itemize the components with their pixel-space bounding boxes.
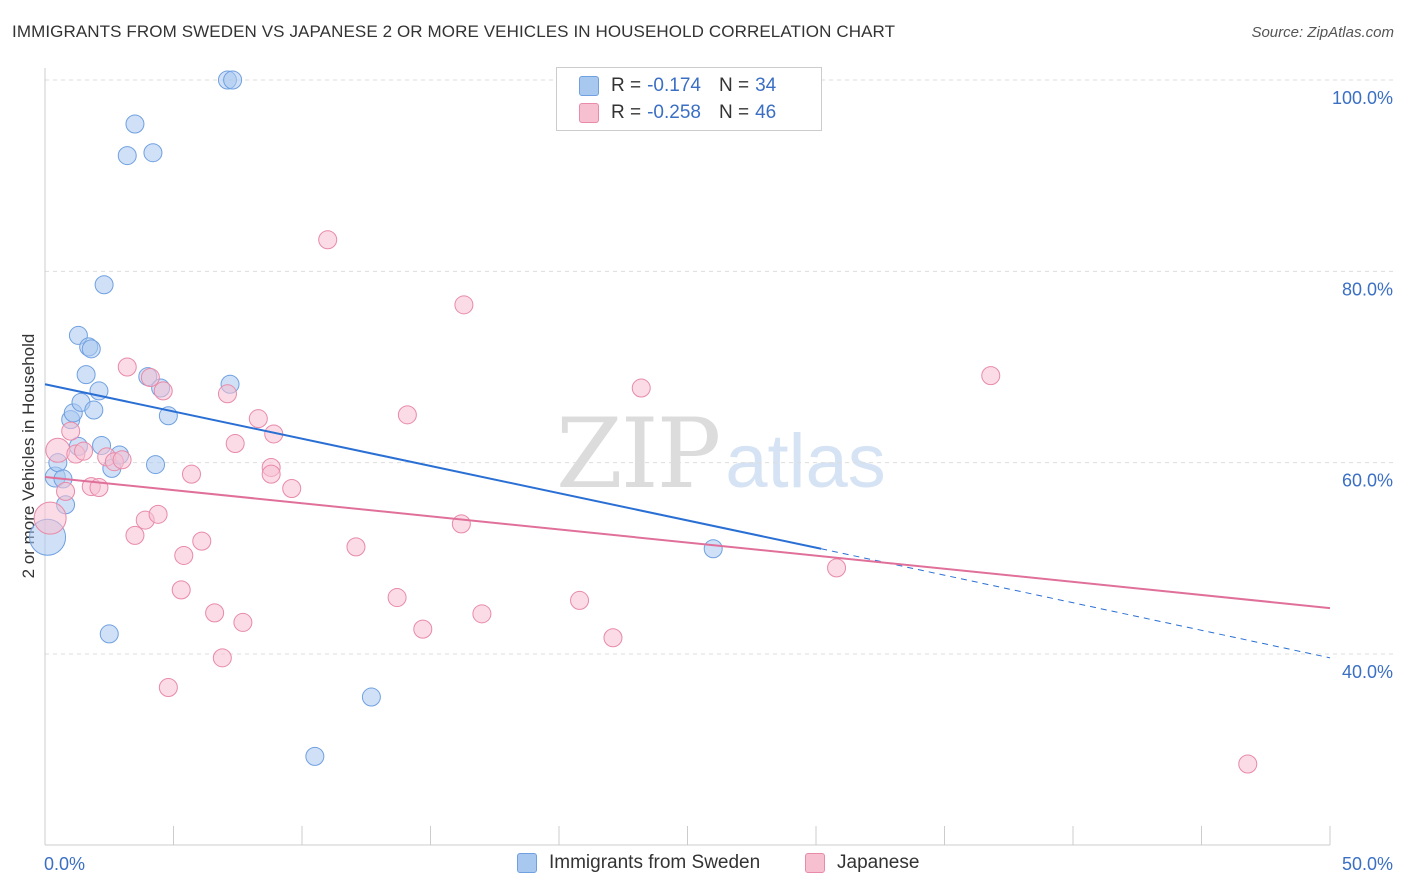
point-japanese	[45, 437, 71, 463]
legend-label-sweden: Immigrants from Sweden	[549, 852, 761, 873]
legend-label-japanese: Japanese	[837, 852, 920, 873]
point-sweden	[117, 146, 137, 166]
legend-n-label: N =	[718, 102, 750, 123]
trendline-japanese	[44, 476, 1331, 610]
point-japanese	[261, 464, 281, 484]
point-japanese	[181, 464, 201, 484]
point-japanese	[171, 580, 191, 600]
legend-row-sweden: R = -0.174 N = 34	[579, 73, 776, 99]
point-sweden	[361, 687, 381, 707]
point-japanese	[174, 545, 194, 565]
point-japanese	[233, 612, 253, 632]
point-japanese	[153, 381, 173, 401]
point-japanese	[61, 421, 81, 441]
point-japanese	[451, 514, 471, 534]
point-japanese	[117, 357, 137, 377]
legend-row-japanese: R = -0.258 N = 46	[579, 100, 776, 126]
point-japanese	[413, 619, 433, 639]
point-sweden	[94, 275, 114, 295]
legend-r-value: -0.174	[647, 75, 701, 96]
y-axis-title: 2 or more Vehicles in Household	[19, 334, 38, 579]
point-sweden	[99, 624, 119, 644]
legend-swatch-sweden	[579, 76, 599, 96]
point-japanese	[192, 531, 212, 551]
series-legend: Immigrants from Sweden Japanese	[0, 852, 1406, 878]
point-japanese	[248, 409, 268, 429]
legend-item-sweden[interactable]: Immigrants from Sweden	[517, 852, 760, 874]
x-tick-label: 0.0%	[44, 854, 85, 874]
point-sweden	[81, 339, 101, 359]
point-sweden	[84, 400, 104, 420]
point-sweden	[146, 455, 166, 475]
point-japanese	[981, 366, 1001, 386]
point-japanese	[387, 588, 407, 608]
legend-item-japanese[interactable]: Japanese	[805, 852, 919, 874]
y-tick-label: 60.0%	[1342, 471, 1393, 491]
point-japanese	[472, 604, 492, 624]
legend-n-label: N =	[718, 75, 750, 96]
point-japanese	[346, 537, 366, 557]
watermark-atlas: atlas	[725, 419, 886, 504]
point-japanese	[112, 450, 132, 470]
point-japanese	[225, 434, 245, 454]
point-japanese	[56, 481, 76, 501]
legend-swatch-japanese	[805, 853, 825, 873]
point-japanese	[205, 603, 225, 623]
point-japanese	[397, 405, 417, 425]
point-japanese	[603, 628, 623, 648]
point-japanese	[631, 378, 651, 398]
point-sweden	[305, 746, 325, 766]
trendline-sweden-extension	[821, 548, 1331, 659]
point-japanese	[318, 230, 338, 250]
point-japanese	[33, 501, 67, 535]
point-japanese	[148, 504, 168, 524]
point-japanese	[125, 525, 145, 545]
point-japanese	[454, 295, 474, 315]
y-tick-label: 80.0%	[1342, 279, 1393, 299]
x-tick-label: 50.0%	[1342, 854, 1393, 874]
watermark: ZIPatlas	[556, 398, 886, 510]
point-japanese	[74, 441, 94, 461]
legend-swatch-sweden	[517, 853, 537, 873]
point-japanese	[212, 648, 232, 668]
point-sweden	[223, 70, 243, 90]
point-japanese	[140, 368, 160, 388]
point-sweden	[703, 539, 723, 559]
chart-title: IMMIGRANTS FROM SWEDEN VS JAPANESE 2 OR …	[12, 22, 896, 41]
point-japanese	[1238, 754, 1258, 774]
legend-r-label: R =	[611, 102, 642, 123]
point-sweden	[143, 143, 163, 163]
trendline-sweden	[44, 383, 822, 550]
point-japanese	[158, 677, 178, 697]
correlation-legend: R = -0.174 N = 34 R = -0.258 N = 46	[556, 67, 822, 131]
legend-swatch-japanese	[579, 103, 599, 123]
legend-n-value: 34	[755, 75, 777, 96]
y-tick-label: 100.0%	[1332, 88, 1393, 108]
point-japanese	[827, 558, 847, 578]
source-label: Source: ZipAtlas.com	[1251, 24, 1394, 41]
point-sweden	[76, 365, 96, 385]
watermark-zip: ZIP	[556, 398, 721, 510]
point-sweden	[125, 114, 145, 134]
point-japanese	[570, 590, 590, 610]
point-japanese	[217, 384, 237, 404]
legend-n-value: 46	[755, 102, 777, 123]
point-japanese	[282, 478, 302, 498]
y-tick-label: 40.0%	[1342, 662, 1393, 682]
legend-r-label: R =	[611, 75, 642, 96]
legend-r-value: -0.258	[647, 102, 701, 123]
